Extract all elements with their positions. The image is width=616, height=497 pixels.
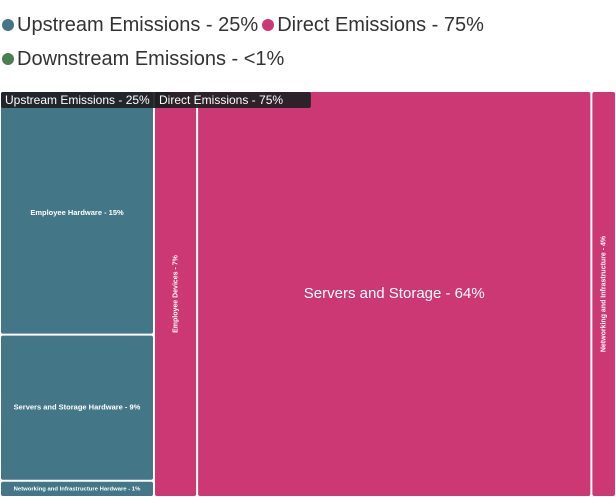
legend-label-downstream: Downstream Emissions - <1%	[17, 47, 285, 70]
group-header-bg-upstream-emissions	[1, 92, 171, 108]
legend-swatch-downstream	[2, 53, 14, 65]
tile-servers-and-storage-64	[198, 92, 591, 496]
tile-networking-and-infrastructure-hardware-1	[1, 481, 153, 496]
tile-label-employee-devices-7: Employee Devices - 7%	[172, 254, 179, 333]
tile-networking-and-infrastructure-4	[592, 92, 615, 496]
tile-label-servers-and-storage-hardware-9: Servers and Storage Hardware - 9%	[14, 403, 141, 412]
chart-legend: Upstream Emissions - 25% Direct Emission…	[2, 8, 602, 76]
tile-employee-devices-7	[155, 92, 197, 496]
tile-label-servers-and-storage-64: Servers and Storage - 64%	[304, 285, 485, 302]
group-header-direct-emissions: Direct Emissions - 75%	[159, 93, 283, 107]
legend-item-upstream[interactable]: Upstream Emissions - 25%	[2, 14, 258, 37]
legend-label-direct: Direct Emissions - 75%	[277, 13, 484, 36]
group-header-upstream-emissions: Upstream Emissions - 25%	[5, 93, 150, 107]
legend-swatch-direct	[262, 19, 275, 31]
legend-swatch-upstream	[2, 19, 14, 31]
tile-label-employee-hardware-15: Employee Hardware - 15%	[30, 208, 124, 217]
legend-row-2: Downstream Emissions - <1%	[2, 42, 602, 76]
tile-label-networking-and-infrastructure-hardware-1: Networking and Infrastructure Hardware -…	[14, 486, 141, 492]
tile-employee-hardware-15	[1, 92, 153, 334]
legend-item-downstream[interactable]: Downstream Emissions - <1%	[2, 48, 284, 71]
legend-row-1: Upstream Emissions - 25% Direct Emission…	[2, 8, 602, 42]
group-header-bg-direct-emissions	[155, 92, 311, 108]
tile-servers-and-storage-hardware-9	[1, 335, 153, 480]
legend-label-upstream: Upstream Emissions - 25%	[17, 13, 259, 36]
legend-item-direct[interactable]: Direct Emissions - 75%	[262, 14, 484, 37]
tile-label-networking-and-infrastructure-4: Networking and Infrastructure - 4%	[601, 235, 608, 352]
